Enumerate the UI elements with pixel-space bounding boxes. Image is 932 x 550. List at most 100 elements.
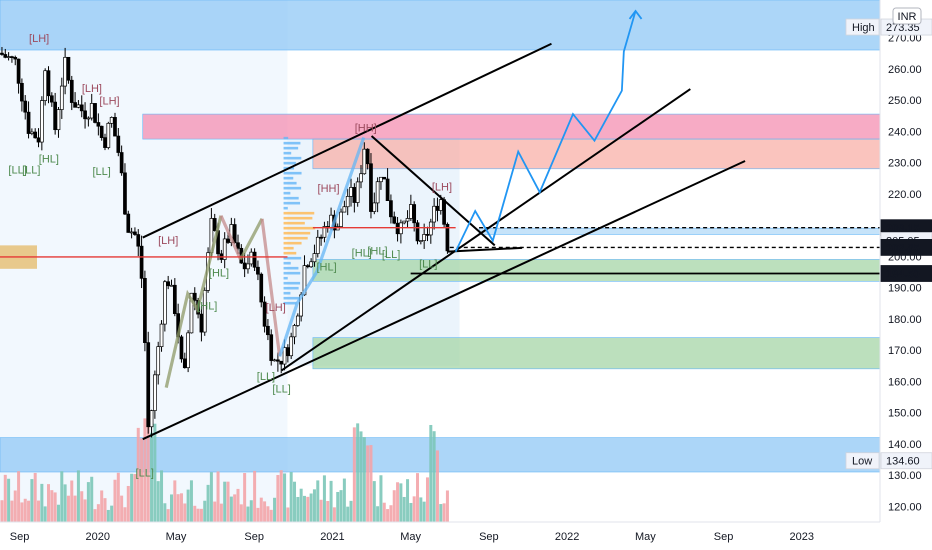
volume-bar bbox=[256, 507, 260, 522]
structure-label: [LL] bbox=[136, 468, 154, 480]
candle-body bbox=[39, 100, 44, 143]
volume-bar bbox=[243, 473, 247, 522]
candle bbox=[3, 48, 8, 59]
volume-bar bbox=[37, 500, 41, 522]
volume-bar bbox=[422, 501, 426, 522]
volume-bar bbox=[236, 488, 240, 522]
volume-bar bbox=[329, 480, 333, 522]
volume-layer bbox=[0, 418, 449, 522]
volume-profile-bar bbox=[283, 231, 311, 235]
candle-body bbox=[389, 200, 393, 218]
volume-bar bbox=[269, 509, 273, 522]
candle-body bbox=[442, 199, 446, 225]
candle bbox=[432, 198, 436, 230]
candle-body bbox=[69, 79, 74, 103]
candle-body bbox=[256, 266, 260, 275]
volume-bar bbox=[186, 489, 190, 522]
price-tick-label: 250.00 bbox=[888, 95, 922, 107]
volume-bar bbox=[193, 505, 197, 522]
candle bbox=[133, 227, 137, 236]
candle-body bbox=[252, 251, 257, 268]
candle-body bbox=[359, 173, 363, 183]
volume-profile-bar bbox=[283, 261, 291, 265]
volume-bar bbox=[120, 495, 124, 522]
candle bbox=[222, 232, 227, 269]
volume-bar bbox=[319, 499, 323, 522]
candle-body bbox=[212, 218, 217, 231]
candle-body bbox=[23, 100, 28, 113]
volume-bar bbox=[372, 481, 376, 522]
candle bbox=[369, 153, 373, 219]
candle-body bbox=[189, 292, 194, 334]
candle-body bbox=[342, 206, 347, 213]
structure-label: [HL] bbox=[352, 247, 372, 259]
volume-bar bbox=[199, 508, 203, 522]
volume-bar bbox=[352, 427, 356, 522]
volume-bar bbox=[425, 477, 429, 522]
volume-bar bbox=[20, 502, 24, 522]
volume-bar bbox=[239, 504, 243, 522]
candle-body bbox=[282, 347, 287, 365]
candle bbox=[156, 341, 161, 385]
candle-body bbox=[59, 85, 64, 110]
candle-body bbox=[395, 222, 400, 235]
candle-body bbox=[156, 346, 161, 376]
volume-bar bbox=[170, 494, 174, 522]
volume-bar bbox=[309, 493, 313, 522]
volume-profile-bar bbox=[283, 246, 294, 250]
volume-profile-bar bbox=[283, 251, 297, 255]
structure-label: [HH] bbox=[318, 183, 340, 195]
candle bbox=[83, 102, 87, 129]
candle-body bbox=[269, 334, 274, 361]
volume-bar bbox=[140, 438, 144, 522]
volume-profile-bar bbox=[283, 281, 301, 285]
volume-bar bbox=[150, 432, 154, 522]
currency-label[interactable]: INR bbox=[898, 11, 917, 23]
projection-path bbox=[454, 10, 637, 253]
candle-body bbox=[169, 284, 174, 287]
volume-bar bbox=[376, 506, 380, 522]
zone-demand-blue bbox=[0, 437, 881, 473]
candle-body bbox=[295, 315, 300, 326]
candle-body bbox=[46, 70, 51, 97]
volume-profile-bar bbox=[283, 151, 292, 155]
candle bbox=[172, 278, 177, 317]
volume-bar bbox=[10, 500, 14, 522]
candle-body bbox=[56, 109, 61, 131]
candle-body bbox=[286, 347, 290, 357]
candle-body bbox=[13, 56, 18, 60]
candle-body bbox=[113, 117, 117, 137]
candle bbox=[86, 116, 91, 127]
volume-profile-bar bbox=[283, 156, 302, 160]
candle bbox=[312, 244, 317, 267]
volume-profile-bar bbox=[283, 291, 291, 295]
price-tag-value: 209.15 bbox=[886, 223, 920, 235]
candle bbox=[412, 201, 417, 232]
candle-body bbox=[86, 117, 91, 120]
trend-line bbox=[142, 42, 552, 239]
volume-bar bbox=[23, 498, 27, 522]
volume-bar bbox=[86, 482, 90, 522]
structure-label: [HL] bbox=[197, 300, 217, 312]
structure-labels-layer: [LH][LH][LH][LL][LL][HL][LL][LH][HL][HL]… bbox=[8, 33, 452, 479]
candle-body bbox=[345, 196, 350, 208]
structure-label: [LH] bbox=[266, 302, 286, 314]
zone-demand-lightblue bbox=[478, 227, 881, 235]
candle-body bbox=[10, 56, 14, 58]
candle-body bbox=[432, 205, 436, 223]
structure-label: [LH] bbox=[432, 182, 452, 194]
candle bbox=[153, 370, 157, 419]
volume-bar bbox=[399, 483, 403, 522]
time-tick-label: Sep bbox=[479, 531, 499, 543]
volume-bar bbox=[346, 506, 350, 522]
structure-label: [LL] bbox=[419, 258, 437, 270]
candle bbox=[0, 47, 4, 56]
zone-demand-green bbox=[312, 337, 881, 370]
candle-body bbox=[415, 222, 420, 242]
candle-body bbox=[372, 202, 377, 212]
volume-bar bbox=[253, 470, 257, 522]
structure-label: [HL] bbox=[39, 154, 59, 166]
volume-profile-bar bbox=[283, 186, 302, 190]
price-tag-value: 202.85 bbox=[886, 242, 920, 254]
